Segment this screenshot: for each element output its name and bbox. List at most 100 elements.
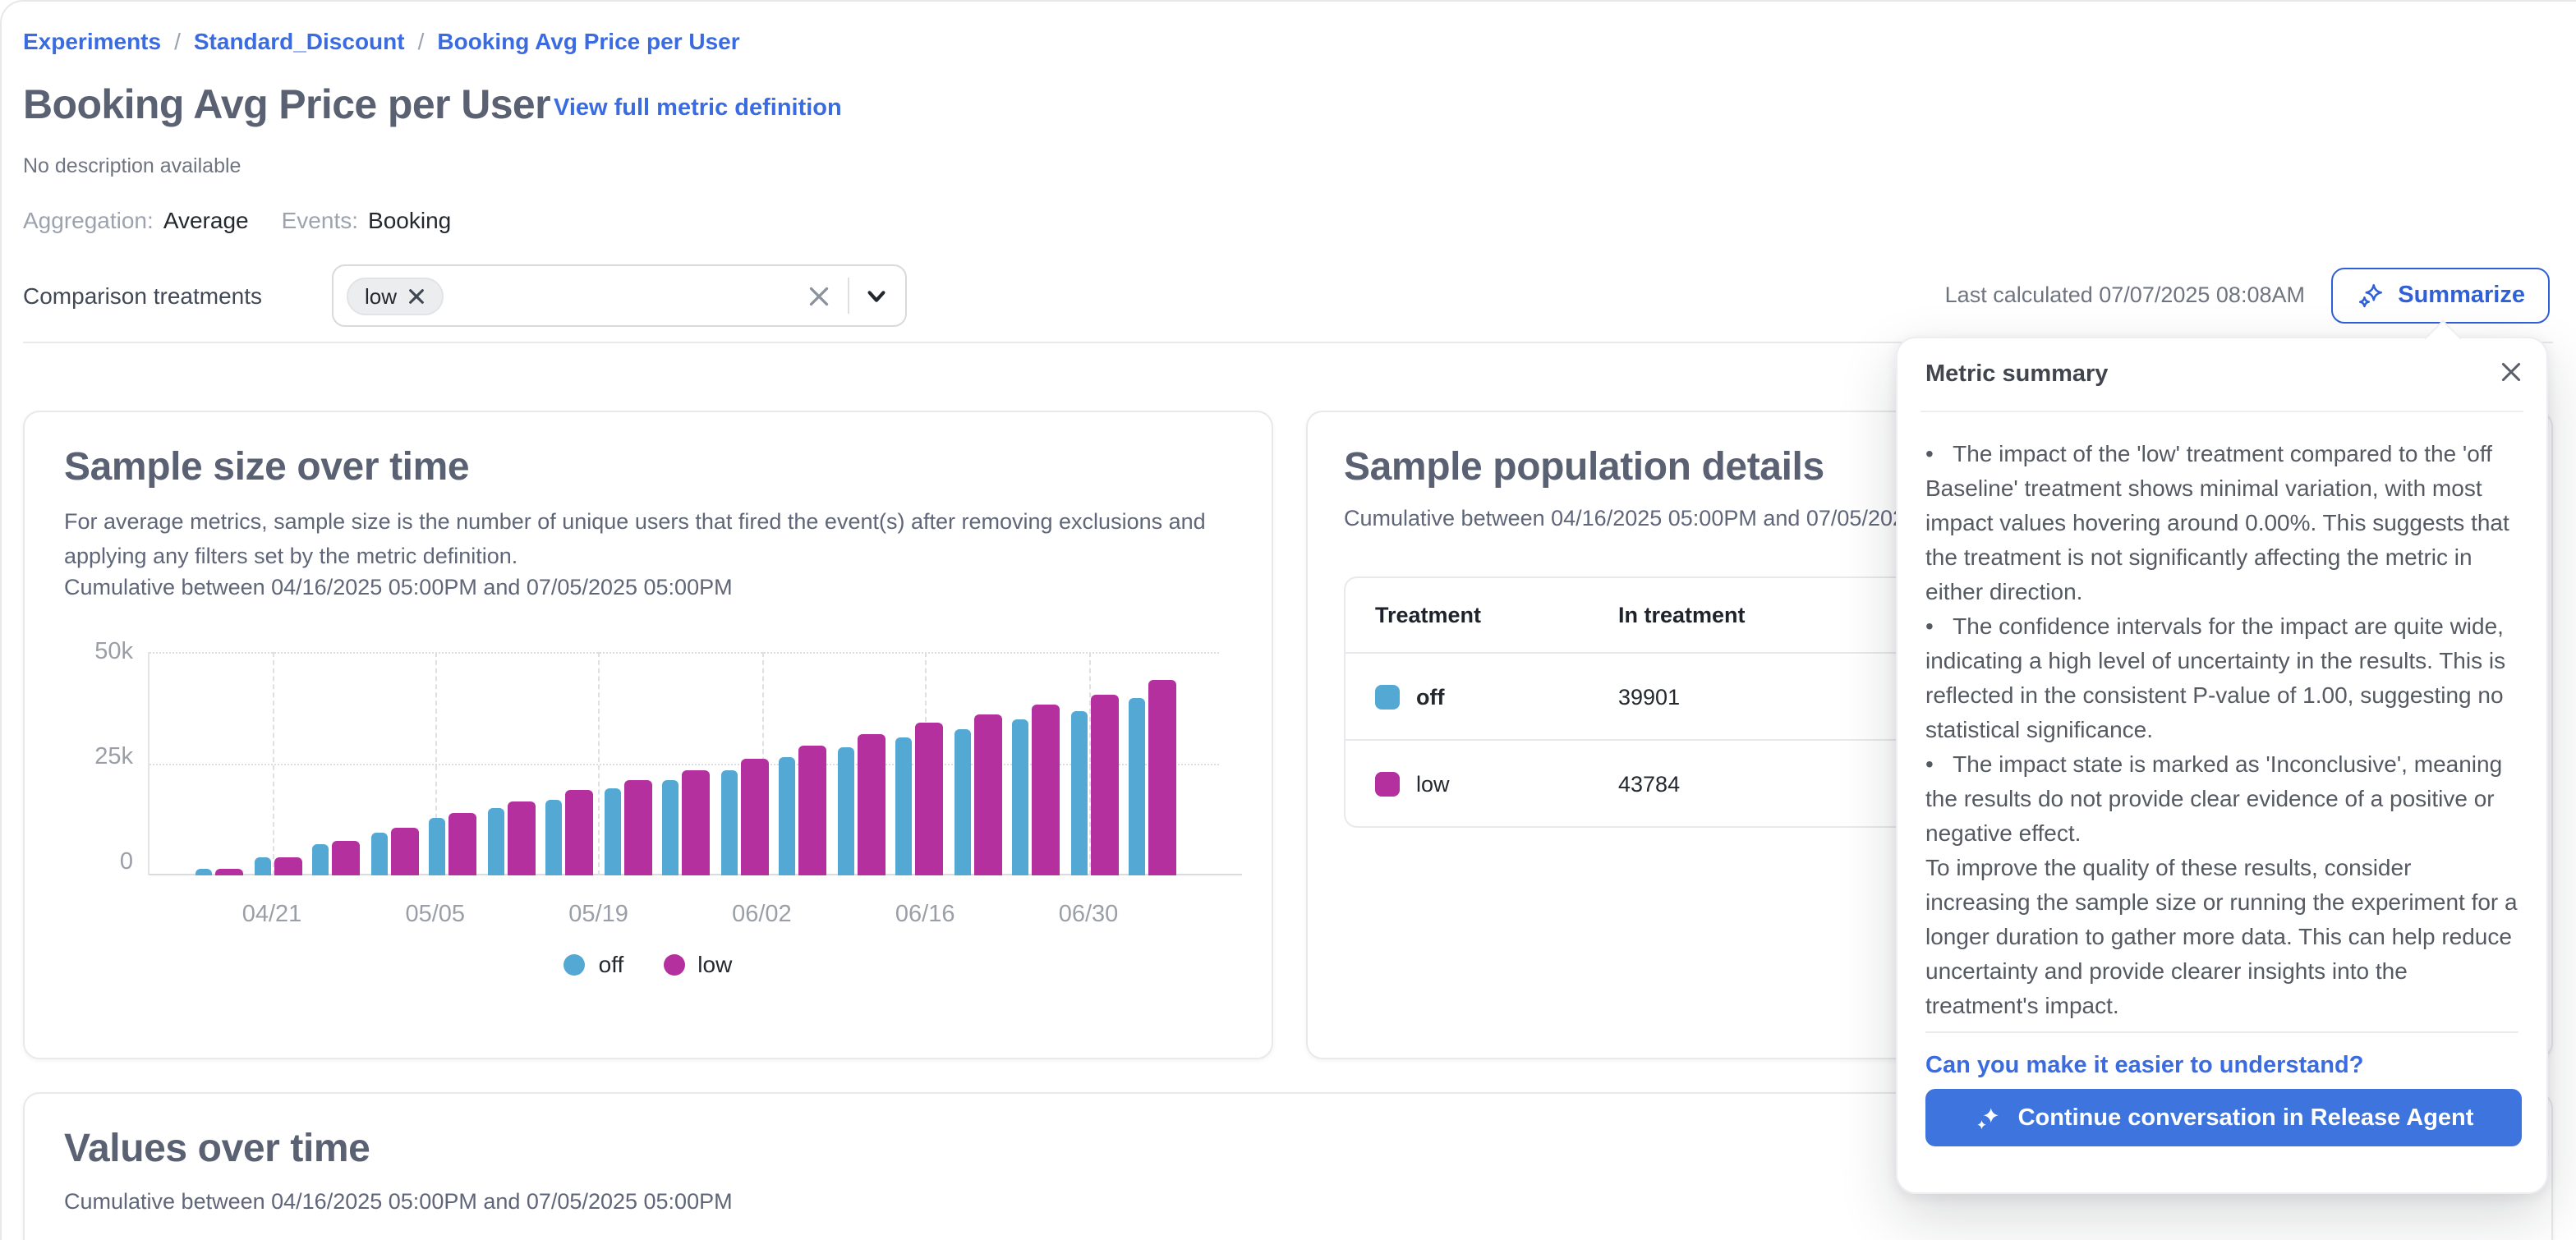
sample-size-title: Sample size over time bbox=[64, 445, 470, 489]
bar-low-05/21[interactable] bbox=[623, 780, 651, 875]
bar-off-05/26[interactable] bbox=[662, 779, 678, 875]
summarize-button[interactable]: Summarize bbox=[2330, 268, 2550, 324]
bar-off-05/21[interactable] bbox=[604, 788, 620, 875]
bar-off-05/06[interactable] bbox=[429, 818, 445, 875]
clear-selection-button[interactable] bbox=[805, 282, 833, 310]
chevron-down-icon bbox=[867, 290, 886, 301]
values-date-range: Cumulative between 04/16/2025 05:00PM an… bbox=[64, 1189, 733, 1214]
select-divider bbox=[848, 278, 849, 314]
bar-off-05/31[interactable] bbox=[720, 769, 737, 875]
bar-off-05/16[interactable] bbox=[545, 800, 562, 875]
bar-off-06/30[interactable] bbox=[1070, 711, 1087, 875]
chart-legend: off low bbox=[25, 951, 1272, 977]
bar-off-06/20[interactable] bbox=[954, 728, 970, 875]
metric-summary-popover: Metric summary The impact of the 'low' t… bbox=[1896, 319, 2548, 1194]
in-treatment-value: 43784 bbox=[1589, 739, 1873, 826]
bar-low-05/31[interactable] bbox=[740, 758, 768, 875]
x-gridline bbox=[272, 652, 274, 875]
x-axis-tick: 06/30 bbox=[1058, 902, 1119, 928]
comparison-treatments-select[interactable]: low bbox=[332, 264, 907, 327]
legend-item-low[interactable]: low bbox=[663, 951, 732, 977]
bar-low-05/01[interactable] bbox=[390, 828, 418, 875]
continue-in-release-agent-button[interactable]: Continue conversation in Release Agent bbox=[1925, 1089, 2522, 1146]
open-dropdown-button[interactable] bbox=[864, 283, 889, 308]
popover-title: Metric summary bbox=[1925, 361, 2109, 388]
breadcrumb-experiment-name[interactable]: Standard_Discount bbox=[193, 28, 405, 54]
metric-properties: Aggregation: Average Events: Booking bbox=[23, 207, 474, 233]
bar-off-05/01[interactable] bbox=[370, 833, 387, 875]
popover-arrow bbox=[2424, 319, 2462, 357]
bar-low-04/21[interactable] bbox=[274, 857, 301, 875]
close-icon bbox=[2501, 362, 2521, 382]
summary-text: The impact of the 'low' treatment compar… bbox=[1925, 437, 2522, 1023]
remove-tag-icon[interactable] bbox=[407, 287, 425, 305]
aggregation-value: Average bbox=[163, 207, 249, 233]
popover-header-divider bbox=[1920, 411, 2523, 412]
selected-treatment-tag[interactable]: low bbox=[347, 277, 444, 315]
x-axis-tick: 05/05 bbox=[405, 902, 466, 928]
bar-low-04/26[interactable] bbox=[332, 841, 360, 875]
summary-bullet: The impact state is marked as 'Inconclus… bbox=[1925, 747, 2522, 851]
events-value: Booking bbox=[368, 207, 452, 233]
bar-low-06/30[interactable] bbox=[1090, 695, 1118, 875]
bar-off-04/26[interactable] bbox=[312, 844, 329, 875]
bar-off-06/25[interactable] bbox=[1012, 719, 1028, 875]
sparkle-icon bbox=[2358, 283, 2382, 308]
legend-label-low: low bbox=[697, 951, 733, 977]
bar-off-04/21[interactable] bbox=[254, 857, 270, 875]
x-axis-tick: 04/21 bbox=[242, 902, 302, 928]
y-axis-tick: 0 bbox=[119, 849, 133, 875]
bar-off-06/05[interactable] bbox=[779, 756, 795, 875]
view-metric-definition-link[interactable]: View full metric definition bbox=[554, 95, 842, 122]
x-axis-tick: 06/16 bbox=[895, 902, 955, 928]
column-treatment: Treatment bbox=[1346, 578, 1589, 654]
bar-off-05/11[interactable] bbox=[487, 807, 504, 875]
breadcrumb-experiments[interactable]: Experiments bbox=[23, 28, 162, 54]
bar-off-04/16[interactable] bbox=[196, 868, 212, 875]
page-title: Booking Avg Price per User bbox=[23, 82, 551, 128]
sample-size-card: Sample size over time For average metric… bbox=[23, 411, 1273, 1059]
comparison-treatments-label: Comparison treatments bbox=[23, 282, 263, 309]
y-axis-tick: 25k bbox=[94, 744, 133, 770]
bar-low-06/10[interactable] bbox=[857, 733, 885, 875]
close-popover-button[interactable] bbox=[2497, 358, 2525, 386]
bar-low-06/05[interactable] bbox=[798, 746, 826, 875]
x-gridline bbox=[1088, 652, 1090, 875]
off-swatch bbox=[1375, 684, 1400, 709]
bar-off-06/15[interactable] bbox=[895, 737, 912, 875]
bar-low-05/26[interactable] bbox=[682, 769, 710, 875]
bar-off-07/05[interactable] bbox=[1129, 697, 1145, 875]
clear-icon bbox=[809, 286, 829, 305]
sample-size-chart-plot[interactable]: 50k 25k 0 04/21 05/05 05/19 06/02 06/16 06/30 bbox=[94, 641, 1242, 928]
metric-description: No description available bbox=[23, 154, 242, 177]
breadcrumb: Experiments / Standard_Discount / Bookin… bbox=[23, 28, 740, 54]
bar-low-07/05[interactable] bbox=[1148, 679, 1176, 875]
bar-off-06/10[interactable] bbox=[837, 746, 853, 875]
bar-low-05/06[interactable] bbox=[448, 813, 476, 875]
low-series-dot bbox=[663, 953, 685, 975]
cta-label: Continue conversation in Release Agent bbox=[2017, 1105, 2474, 1131]
summary-bullet: The impact of the 'low' treatment compar… bbox=[1925, 437, 2522, 609]
summary-paragraph: To improve the quality of these results,… bbox=[1925, 854, 2518, 1018]
sparkle-icon bbox=[1977, 1107, 1999, 1129]
breadcrumb-metric-name[interactable]: Booking Avg Price per User bbox=[437, 28, 740, 54]
bar-low-05/16[interactable] bbox=[565, 790, 593, 875]
x-axis-tick: 05/19 bbox=[568, 902, 628, 928]
off-series-dot bbox=[564, 953, 586, 975]
legend-item-off[interactable]: off bbox=[564, 951, 623, 977]
in-treatment-value: 39901 bbox=[1618, 684, 1681, 709]
bar-low-05/11[interactable] bbox=[507, 801, 535, 875]
x-axis-tick: 06/02 bbox=[732, 902, 792, 928]
y-axis-tick: 50k bbox=[94, 639, 133, 665]
bar-low-04/16[interactable] bbox=[215, 869, 243, 875]
selected-treatment-label: low bbox=[365, 283, 398, 308]
breadcrumb-separator: / bbox=[417, 28, 425, 54]
make-easier-link[interactable]: Can you make it easier to understand? bbox=[1925, 1053, 2364, 1079]
low-swatch bbox=[1375, 771, 1400, 796]
popover-footer-divider bbox=[1925, 1031, 2518, 1033]
bar-low-06/25[interactable] bbox=[1032, 704, 1060, 875]
x-gridline bbox=[435, 652, 437, 875]
bar-low-06/15[interactable] bbox=[915, 723, 943, 875]
bar-low-06/20[interactable] bbox=[973, 714, 1001, 875]
